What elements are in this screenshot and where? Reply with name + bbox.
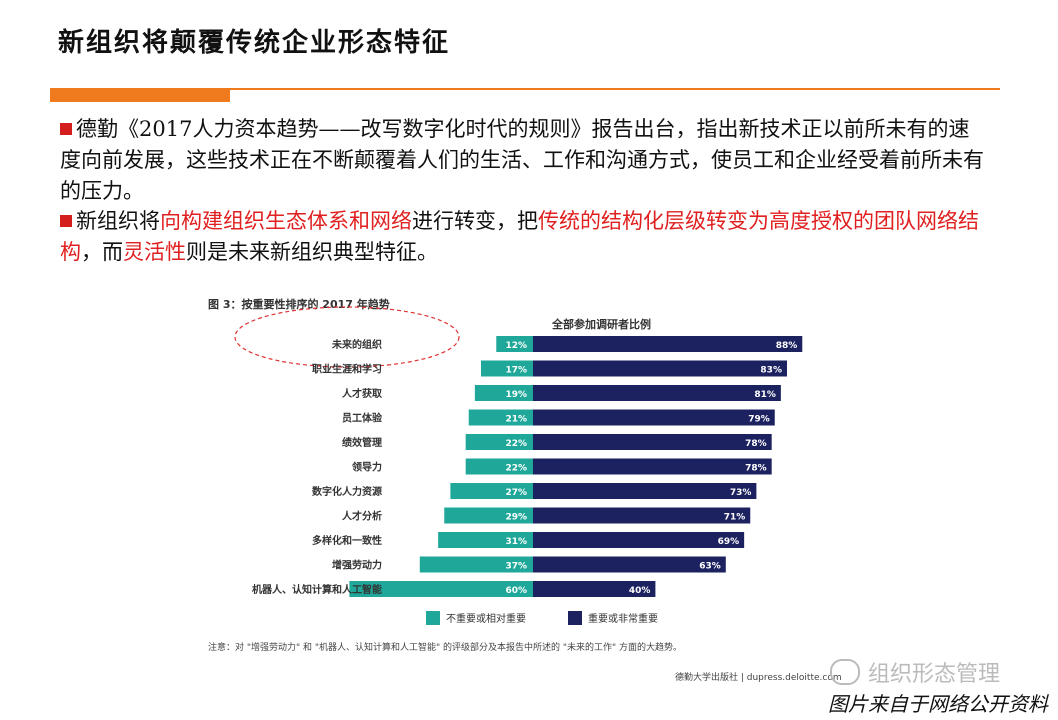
chart-title: 图 3：按重要性排序的 2017 年趋势 [208,298,390,311]
legend-item-1: 不重要或相对重要 [426,610,526,625]
category-label: 职业生涯和学习 [312,363,382,376]
p2-highlight-2: 传统的结构化层级转变为高度授权的团队网络结构 [60,209,979,264]
title-accent-bar [50,88,230,102]
chart-column-header: 全部参加调研者比例 [552,318,651,331]
bar-important [533,458,772,475]
bar-not-important [474,385,533,401]
bar-important [533,532,745,548]
bar-important [533,336,803,352]
p2-seg3: ，而 [81,240,123,264]
p2-highlight-3: 灵活性 [123,240,186,264]
data-label-important: 83% [760,366,782,376]
category-label: 绩效管理 [342,436,382,449]
bar-important [533,385,781,401]
bar-not-important [465,458,533,475]
bar-not-important [419,556,533,573]
p2-seg1: 新组织将 [76,209,160,233]
p2-highlight-1: 向构建组织生态体系和网络 [160,209,412,233]
data-label-not-important: 21% [505,415,527,425]
category-label: 机器人、认知计算和人工智能 [252,583,382,596]
legend-label-2: 重要或非常重要 [588,614,658,625]
data-label-not-important: 27% [505,488,527,498]
legend-label-1: 不重要或相对重要 [446,614,526,625]
data-label-not-important: 31% [505,537,527,547]
bar-important [533,483,757,499]
category-label: 未来的组织 [331,338,382,351]
bar-not-important [349,581,533,597]
data-label-important: 78% [745,464,767,474]
legend-swatch-2 [568,610,582,625]
data-label-not-important: 12% [505,341,527,351]
bar-not-important [438,532,533,548]
image-credit: 图片来自于网络公开资料 [828,692,1048,716]
bar-important [533,556,726,573]
data-label-important: 40% [629,586,651,596]
category-label: 多样化和一致性 [312,534,382,547]
p2-seg2: 进行转变，把 [412,209,538,233]
data-label-important: 81% [754,390,776,400]
paragraph-2: 新组织将向构建组织生态体系和网络进行转变，把传统的结构化层级转变为高度授权的团队… [60,206,990,268]
paragraph-1-text: 德勤《2017人力资本趋势——改写数字化时代的规则》报告出台，指出新技术正以前所… [60,117,984,203]
data-label-not-important: 22% [505,439,527,449]
bullet-icon [60,215,72,227]
bar-important [533,409,775,426]
chart-note: 注意：对 "增强劳动力" 和 "机器人、认知计算和人工智能" 的评级部分及本报告… [208,643,683,653]
data-label-important: 73% [730,488,752,498]
bar-not-important [465,434,533,450]
watermark-text: 组织形态管理 [868,662,1001,687]
category-label: 人才获取 [342,387,383,400]
data-label-not-important: 60% [505,586,527,596]
data-label-important: 69% [718,537,740,547]
title-rule [50,88,1000,90]
data-label-not-important: 19% [505,390,527,400]
category-label: 领导力 [352,461,382,474]
chart-source: 德勤大学出版社 | dupress.deloitte.com [675,673,842,683]
data-label-important: 78% [745,439,767,449]
data-label-not-important: 37% [505,562,527,572]
data-label-not-important: 22% [505,464,527,474]
page-title: 新组织将颠覆传统企业形态特征 [58,28,451,58]
bullet-icon [60,123,72,135]
bar-important [533,360,787,377]
bar-not-important [450,483,533,499]
watermark: 组织形态管理 [830,656,1000,688]
bar-not-important [468,409,533,426]
chat-icon [830,659,860,685]
legend-swatch-1 [426,610,440,625]
paragraph-1: 德勤《2017人力资本趋势——改写数字化时代的规则》报告出台，指出新技术正以前所… [60,114,990,207]
data-label-not-important: 29% [505,513,527,523]
category-label: 增强劳动力 [332,559,382,572]
p2-seg4: 则是未来新组织典型特征。 [186,240,438,264]
bar-not-important [444,507,533,524]
category-label: 人才分析 [342,510,382,523]
bar-not-important [480,360,533,377]
bar-not-important [496,336,533,352]
data-label-important: 71% [724,513,746,523]
category-label: 数字化人力资源 [312,485,382,498]
data-label-important: 79% [748,415,770,425]
bar-important [533,581,656,597]
data-label-important: 63% [699,562,721,572]
category-label: 员工体验 [342,412,383,425]
bar-important [533,507,751,524]
data-label-important: 88% [776,341,798,351]
data-label-not-important: 17% [505,366,527,376]
highlight-ellipse [234,306,460,368]
bar-important [533,434,772,450]
legend-item-2: 重要或非常重要 [568,610,658,625]
